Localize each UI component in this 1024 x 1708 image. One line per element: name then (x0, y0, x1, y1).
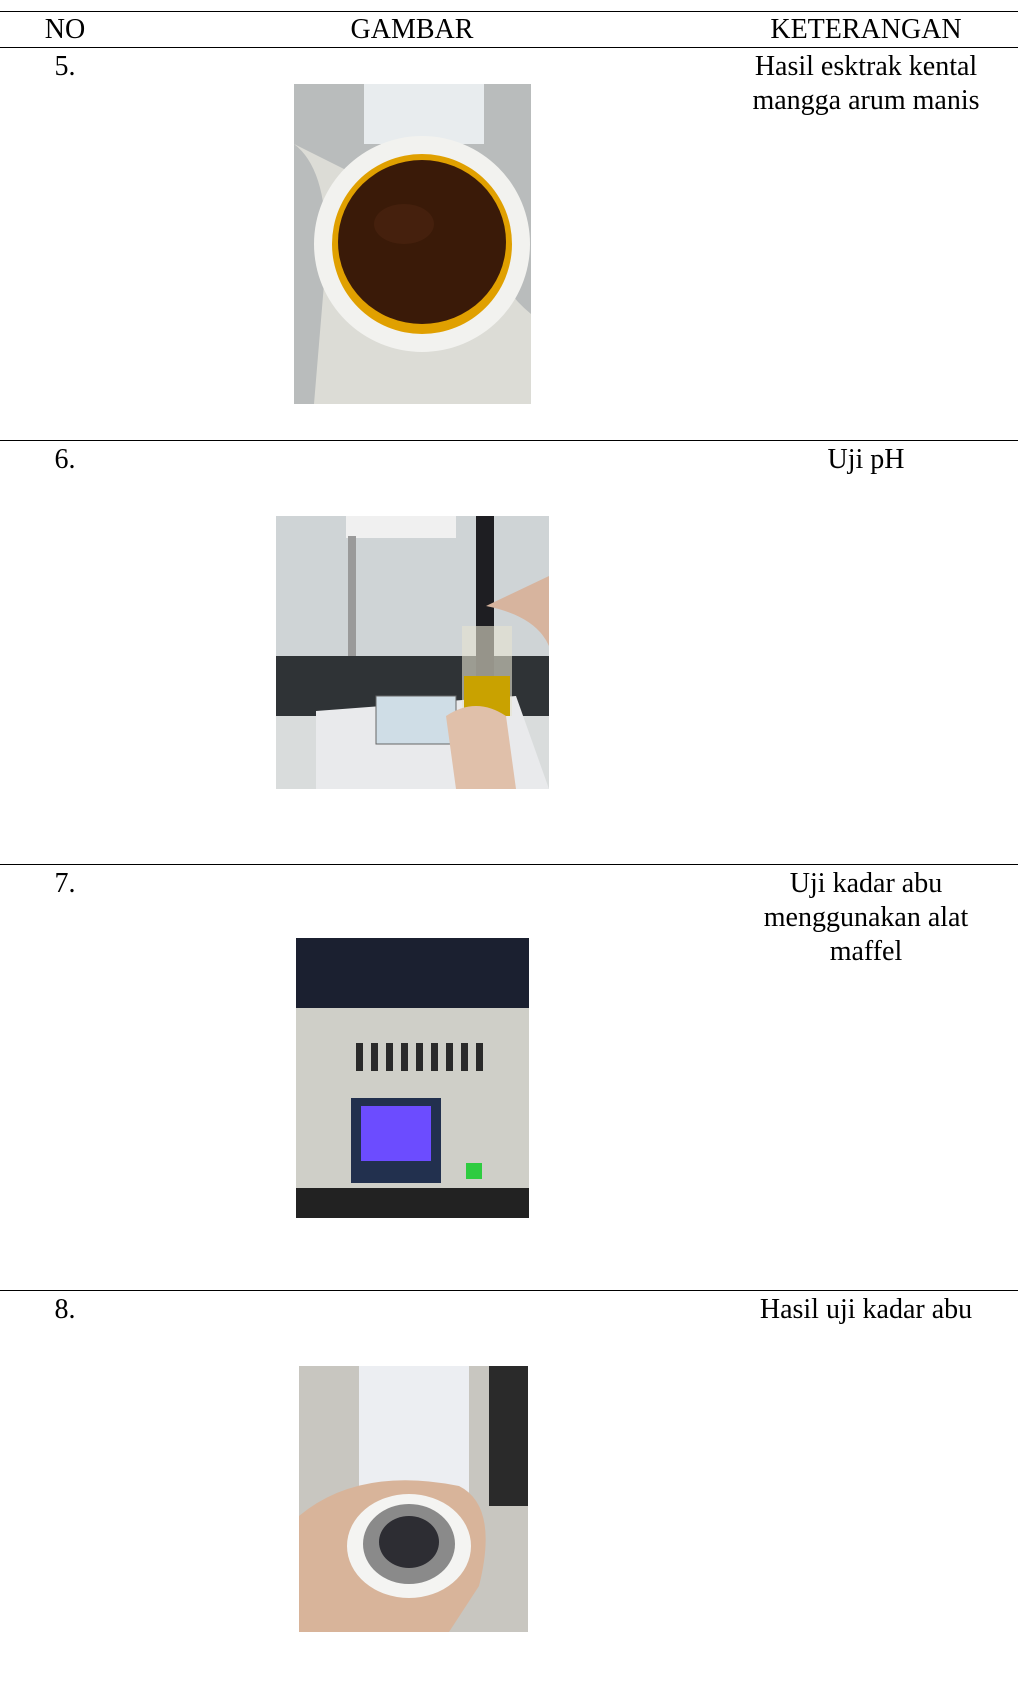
header-cell: GAMBAR (351, 13, 474, 47)
description-line: maffel (764, 935, 968, 969)
table-top-rule (0, 11, 1018, 12)
description-line: menggunakan alat (764, 901, 968, 935)
description-line: Hasil esktrak kental (752, 50, 979, 84)
row-rule (0, 864, 1018, 865)
photo-furnace (296, 938, 529, 1218)
row-number: 8. (55, 1293, 76, 1327)
description-line: Uji kadar abu (764, 867, 968, 901)
row-rule (0, 440, 1018, 441)
description: Hasil esktrak kental mangga arum manis (752, 50, 979, 118)
header-cell: KETERANGAN (770, 13, 961, 47)
header-rule (0, 47, 1018, 48)
photo-ph-meter (276, 516, 549, 789)
row-number: 5. (55, 50, 76, 84)
row-number: 6. (55, 443, 76, 477)
description-line: mangga arum manis (752, 84, 979, 118)
description: Uji kadar abu menggunakan alat maffel (764, 867, 968, 969)
description: Uji pH (828, 443, 905, 477)
row-number: 7. (55, 867, 76, 901)
row-rule (0, 1290, 1018, 1291)
description-line: Hasil uji kadar abu (760, 1293, 972, 1327)
page: NO GAMBAR KETERANGAN 5. Hasil esktrak ke… (0, 0, 1024, 1708)
photo-ash (299, 1366, 528, 1632)
photo-extract (294, 84, 531, 404)
header-cell: NO (45, 13, 85, 47)
description-line: Uji pH (828, 443, 905, 477)
description: Hasil uji kadar abu (760, 1293, 972, 1327)
